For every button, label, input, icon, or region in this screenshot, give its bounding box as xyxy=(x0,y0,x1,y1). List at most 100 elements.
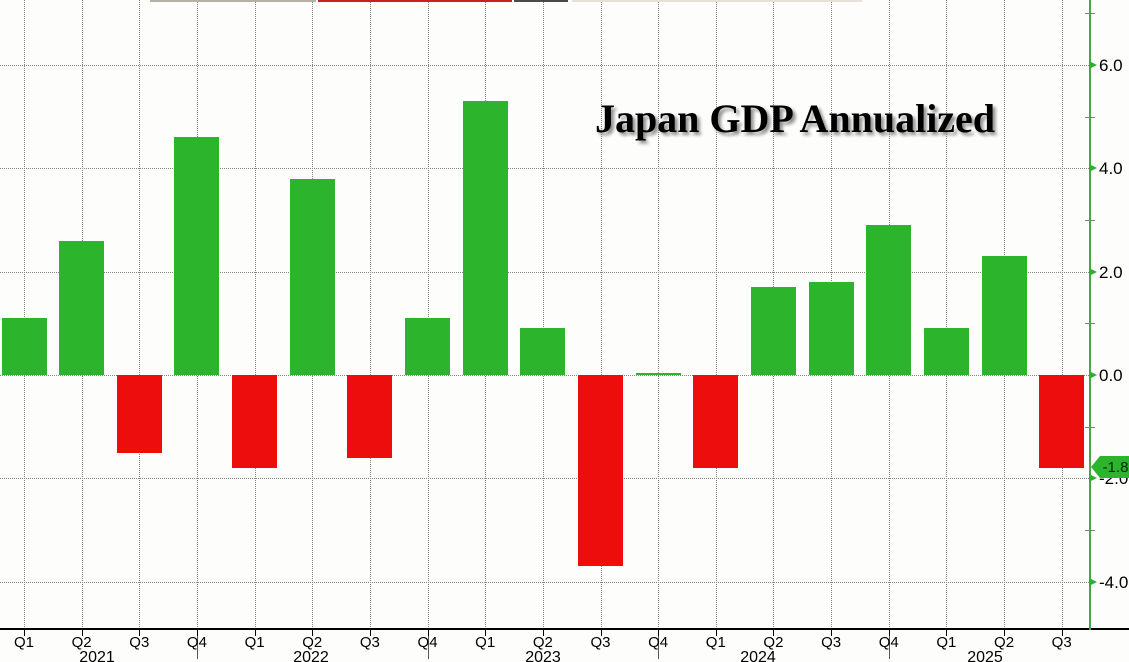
x-axis-tick xyxy=(24,629,25,636)
horizontal-gridline xyxy=(0,168,1089,170)
bar-q2-2023 xyxy=(520,328,566,375)
bar-q4-2024 xyxy=(866,225,912,375)
year-label: 2023 xyxy=(525,649,561,662)
x-axis-tick xyxy=(254,629,256,636)
bar-q3-2024 xyxy=(808,281,854,375)
year-label: 2025 xyxy=(967,649,1003,662)
x-axis-tick-label: Q1 xyxy=(475,634,496,651)
y-axis-minor-tick xyxy=(1085,426,1095,428)
chart-title: Japan GDP Annualized xyxy=(594,96,996,141)
bar-q2-2024 xyxy=(750,287,796,375)
top-crop-artifact xyxy=(150,0,316,2)
bar-q1-2023 xyxy=(462,100,508,375)
x-axis-tick-label: Q1 xyxy=(13,634,35,651)
horizontal-gridline xyxy=(0,375,1089,376)
axis-arrow-icon xyxy=(1089,60,1097,69)
x-axis-tick xyxy=(1061,629,1063,636)
x-axis-tick-label: Q3 xyxy=(821,634,842,651)
horizontal-gridline xyxy=(0,581,1089,583)
x-axis-tick xyxy=(427,629,429,636)
x-axis-tick xyxy=(600,629,602,636)
x-axis-tick-label: Q2 xyxy=(994,634,1015,651)
top-crop-artifact xyxy=(318,0,512,2)
y-axis-minor-tick xyxy=(1085,530,1095,532)
x-axis-tick xyxy=(369,629,371,636)
bar-q2-2025 xyxy=(981,256,1027,375)
vertical-gridline xyxy=(542,0,544,629)
x-axis-tick-label: Q3 xyxy=(590,634,611,651)
bar-q2-2022 xyxy=(289,178,335,375)
x-axis-tick xyxy=(831,629,833,636)
bar-q2-2021 xyxy=(59,240,105,375)
x-axis-tick xyxy=(773,629,775,636)
year-label: 2022 xyxy=(293,649,329,662)
horizontal-gridline xyxy=(0,64,1089,66)
x-axis-tick-label: Q4 xyxy=(186,634,207,651)
bar-q3-2021 xyxy=(116,375,162,453)
x-axis-tick xyxy=(1004,629,1006,636)
top-crop-artifact xyxy=(572,0,862,2)
x-axis-tick-label: Q3 xyxy=(129,634,150,651)
year-separator-tick xyxy=(196,629,198,659)
axis-arrow-icon xyxy=(1089,371,1097,379)
x-axis-tick xyxy=(658,629,660,636)
x-axis-tick-label: Q3 xyxy=(359,634,380,651)
bar-q4-2023 xyxy=(635,373,681,375)
x-axis-line xyxy=(0,628,1129,630)
vertical-gridline xyxy=(24,0,25,629)
x-axis-tick-label: Q2 xyxy=(302,634,323,651)
x-axis-tick xyxy=(81,629,83,636)
year-label: 2021 xyxy=(79,649,115,662)
bar-q3-2025 xyxy=(1039,375,1085,469)
x-axis-tick-label: Q2 xyxy=(763,634,784,651)
y-axis-tick-label: 2.0 xyxy=(1099,262,1123,282)
y-axis-tick-label: 6.0 xyxy=(1099,55,1123,75)
y-axis-minor-tick xyxy=(1085,13,1095,15)
year-separator-tick xyxy=(427,629,429,659)
x-axis-tick-label: Q4 xyxy=(878,634,899,651)
bar-q1-2022 xyxy=(232,375,278,469)
axis-arrow-icon xyxy=(1089,267,1097,276)
vertical-gridline xyxy=(1061,0,1063,629)
y-axis-minor-tick xyxy=(1085,219,1095,221)
axis-arrow-icon xyxy=(1089,474,1097,483)
last-value-badge: -1.8 xyxy=(1091,456,1129,478)
x-axis-tick xyxy=(946,629,948,636)
year-label: 2024 xyxy=(740,649,776,662)
bar-q1-2025 xyxy=(923,328,969,375)
y-axis-line xyxy=(1089,0,1091,630)
bar-q1-2024 xyxy=(693,375,739,469)
vertical-gridline xyxy=(715,0,717,629)
vertical-gridline xyxy=(369,0,371,629)
x-axis-tick xyxy=(542,629,544,636)
y-axis-tick-label: 4.0 xyxy=(1099,159,1123,179)
y-axis-tick-label: -4.0 xyxy=(1099,572,1129,592)
year-separator-tick xyxy=(888,629,890,659)
horizontal-gridline xyxy=(0,478,1089,480)
x-axis-tick xyxy=(715,629,717,636)
bar-q3-2023 xyxy=(578,375,623,567)
x-axis-tick-label: Q3 xyxy=(1051,634,1072,651)
x-axis-tick xyxy=(312,629,314,636)
x-axis-tick-label: Q4 xyxy=(417,634,438,651)
x-axis-tick-label: Q4 xyxy=(648,634,669,651)
vertical-gridline xyxy=(427,0,429,629)
y-axis-tick-label: 0.0 xyxy=(1099,366,1123,385)
axis-arrow-icon xyxy=(1089,577,1097,586)
bar-q4-2022 xyxy=(405,318,451,375)
bar-q4-2021 xyxy=(174,137,220,375)
x-axis-tick xyxy=(485,629,487,636)
x-axis-tick xyxy=(196,629,198,636)
bar-q3-2022 xyxy=(347,375,393,458)
x-axis-tick xyxy=(888,629,890,636)
y-axis-minor-tick xyxy=(1085,116,1095,118)
vertical-gridline xyxy=(658,0,660,629)
badge-arrow-left-icon xyxy=(1091,456,1100,478)
y-axis-minor-tick xyxy=(1085,323,1095,325)
vertical-gridline xyxy=(946,0,948,629)
year-separator-tick xyxy=(658,629,660,659)
vertical-gridline xyxy=(139,0,141,629)
vertical-gridline xyxy=(600,0,602,629)
axis-arrow-icon xyxy=(1089,164,1097,173)
